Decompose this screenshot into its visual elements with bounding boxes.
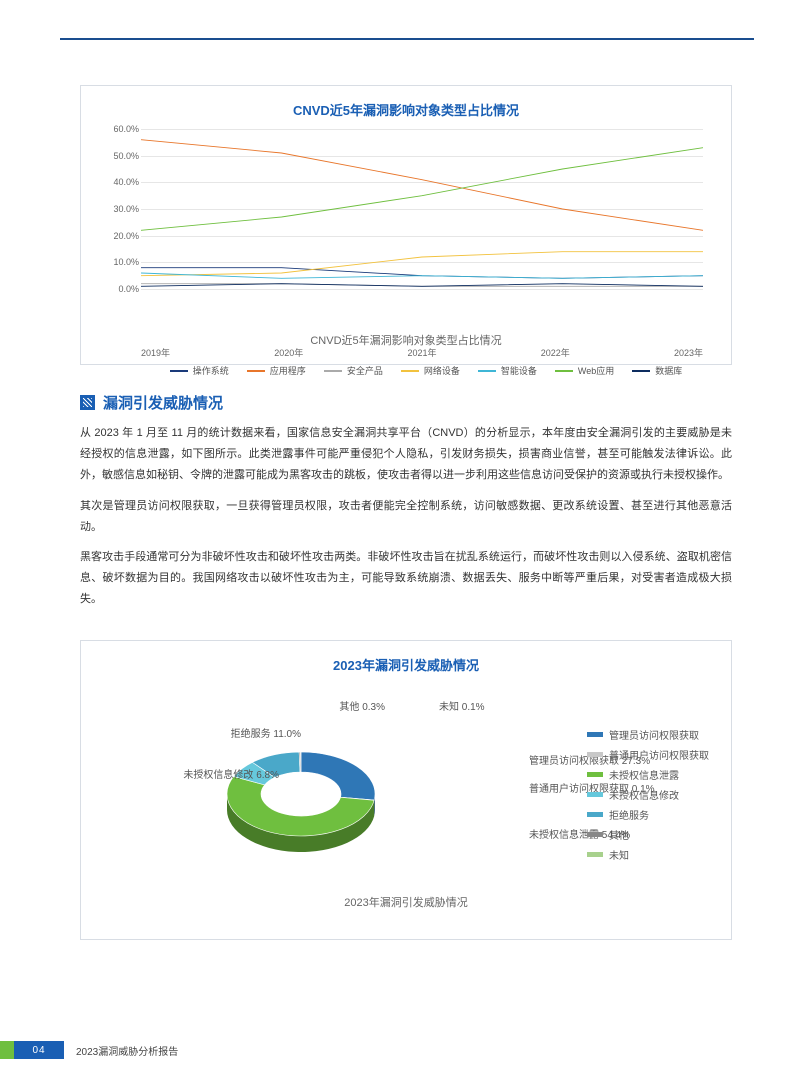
y-tick: 40.0% <box>91 177 139 187</box>
paragraph: 其次是管理员访问权限获取，一旦获得管理员权限，攻击者便能完全控制系统，访问敏感数… <box>80 496 732 538</box>
line-chart-title: CNVD近5年漏洞影响对象类型占比情况 <box>81 86 731 119</box>
y-tick: 10.0% <box>91 257 139 267</box>
donut-chart-title: 2023年漏洞引发威胁情况 <box>81 641 731 674</box>
line-chart-caption: CNVD近5年漏洞影响对象类型占比情况 <box>81 326 731 358</box>
section-icon <box>80 395 95 410</box>
y-tick: 50.0% <box>91 151 139 161</box>
legend-item: 安全产品 <box>324 364 383 377</box>
line-chart-panel: CNVD近5年漏洞影响对象类型占比情况 0.0%10.0%20.0%30.0%4… <box>80 85 732 365</box>
legend-item: Web应用 <box>555 364 614 377</box>
y-tick: 0.0% <box>91 284 139 294</box>
legend-item: 数据库 <box>632 364 682 377</box>
legend-item: 网络设备 <box>401 364 460 377</box>
donut-legend-item: 未知 <box>587 847 709 862</box>
donut-chart-panel: 2023年漏洞引发威胁情况 其他 0.3% 未知 0.1% 拒绝服务 11.0% 未授… <box>80 640 732 940</box>
section-threat: 漏洞引发威胁情况 从 2023 年 1 月至 11 月的统计数据来看，国家信息安… <box>80 392 732 620</box>
y-tick: 60.0% <box>91 124 139 134</box>
footer-text: 2023漏洞威胁分析报告 <box>64 1041 178 1059</box>
top-rule <box>60 38 754 40</box>
donut-legend-item: 未授权信息修改 <box>587 787 709 802</box>
section-title: 漏洞引发威胁情况 <box>103 392 223 413</box>
donut-label: 拒绝服务 11.0% <box>91 725 301 740</box>
donut-label: 未授权信息修改 6.8% <box>69 766 279 781</box>
donut-legend-item: 管理员访问权限获取 <box>587 727 709 742</box>
donut-legend-item: 普通用户访问权限获取 <box>587 747 709 762</box>
line-chart-plot: 0.0%10.0%20.0%30.0%40.0%50.0%60.0% <box>141 129 703 289</box>
donut-legend: 管理员访问权限获取普通用户访问权限获取未授权信息泄露未授权信息修改拒绝服务其他未… <box>587 722 709 867</box>
y-tick: 30.0% <box>91 204 139 214</box>
legend-item: 应用程序 <box>247 364 306 377</box>
donut-legend-item: 拒绝服务 <box>587 807 709 822</box>
paragraph: 黑客攻击手段通常可分为非破坏性攻击和破坏性攻击两类。非破坏性攻击旨在扰乱系统运行… <box>80 547 732 610</box>
page-number: 04 <box>14 1041 64 1059</box>
y-tick: 20.0% <box>91 231 139 241</box>
paragraph: 从 2023 年 1 月至 11 月的统计数据来看，国家信息安全漏洞共享平台（C… <box>80 423 732 486</box>
line-chart-legend: 操作系统 应用程序 安全产品 网络设备 智能设备 Web应用 数据库 <box>161 364 691 377</box>
donut-label: 未知 0.1% <box>439 698 485 713</box>
donut-chart-caption: 2023年漏洞引发威胁情况 <box>81 890 731 910</box>
donut-legend-item: 未授权信息泄露 <box>587 767 709 782</box>
donut-label: 其他 0.3% <box>175 698 385 713</box>
legend-item: 智能设备 <box>478 364 537 377</box>
legend-item: 操作系统 <box>170 364 229 377</box>
donut-legend-item: 其他 <box>587 827 709 842</box>
page-footer: 04 2023漏洞威胁分析报告 <box>0 1041 178 1059</box>
